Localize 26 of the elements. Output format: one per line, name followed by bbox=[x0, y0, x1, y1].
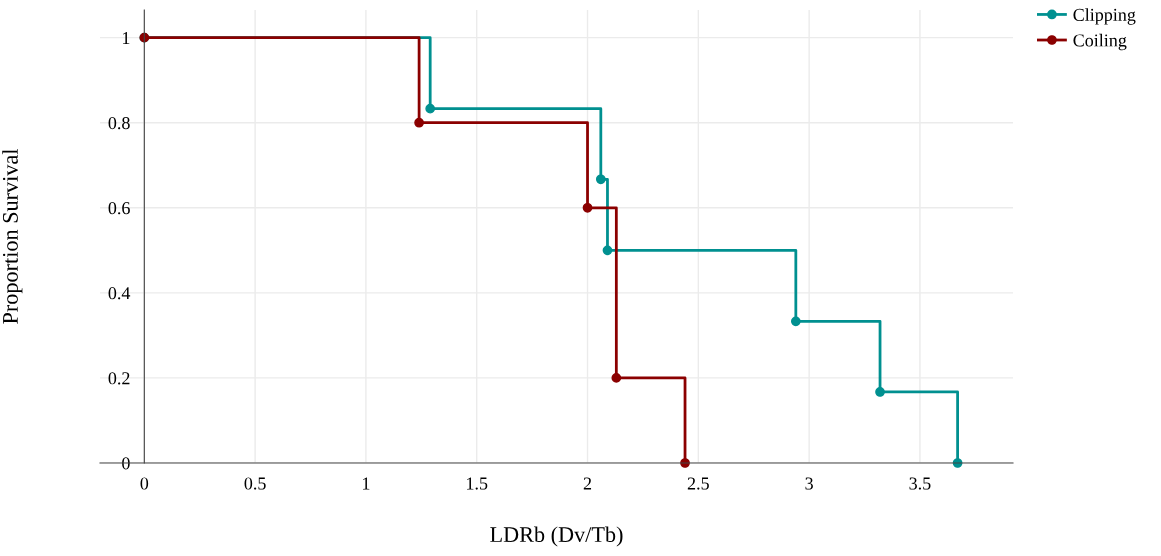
y-tick-label: 0.2 bbox=[108, 372, 130, 385]
x-tick-label: 3.5 bbox=[909, 477, 931, 490]
point bbox=[875, 387, 885, 397]
x-tick-label: 3 bbox=[805, 477, 813, 490]
x-tick-label: 2 bbox=[583, 477, 592, 490]
point bbox=[425, 103, 436, 114]
y-tick-label: 0.4 bbox=[108, 287, 131, 300]
y-tick-label: 0 bbox=[122, 457, 130, 470]
x-tick-label: 1.5 bbox=[467, 477, 488, 490]
point bbox=[414, 117, 424, 128]
x-tick-label: 0 bbox=[140, 477, 149, 490]
point bbox=[595, 174, 606, 185]
legend-label: Coiling bbox=[1073, 33, 1127, 51]
y-tick-label: 0.8 bbox=[108, 116, 130, 130]
y-axis-title: Proportion Survival bbox=[2, 148, 23, 324]
x-axis-title: LDRb (Dv/Tb) bbox=[490, 526, 623, 547]
legend-label: Clipping bbox=[1073, 8, 1136, 25]
point bbox=[602, 245, 613, 256]
x-tick-label: 2.5 bbox=[687, 477, 709, 490]
x-tick-label: 1 bbox=[363, 477, 370, 490]
y-tick-label: 0.6 bbox=[108, 202, 130, 215]
point bbox=[790, 316, 801, 327]
point bbox=[611, 373, 622, 383]
x-tick-label: 0.5 bbox=[244, 477, 266, 490]
point bbox=[582, 202, 593, 213]
y-tick-label: 1 bbox=[122, 31, 130, 44]
